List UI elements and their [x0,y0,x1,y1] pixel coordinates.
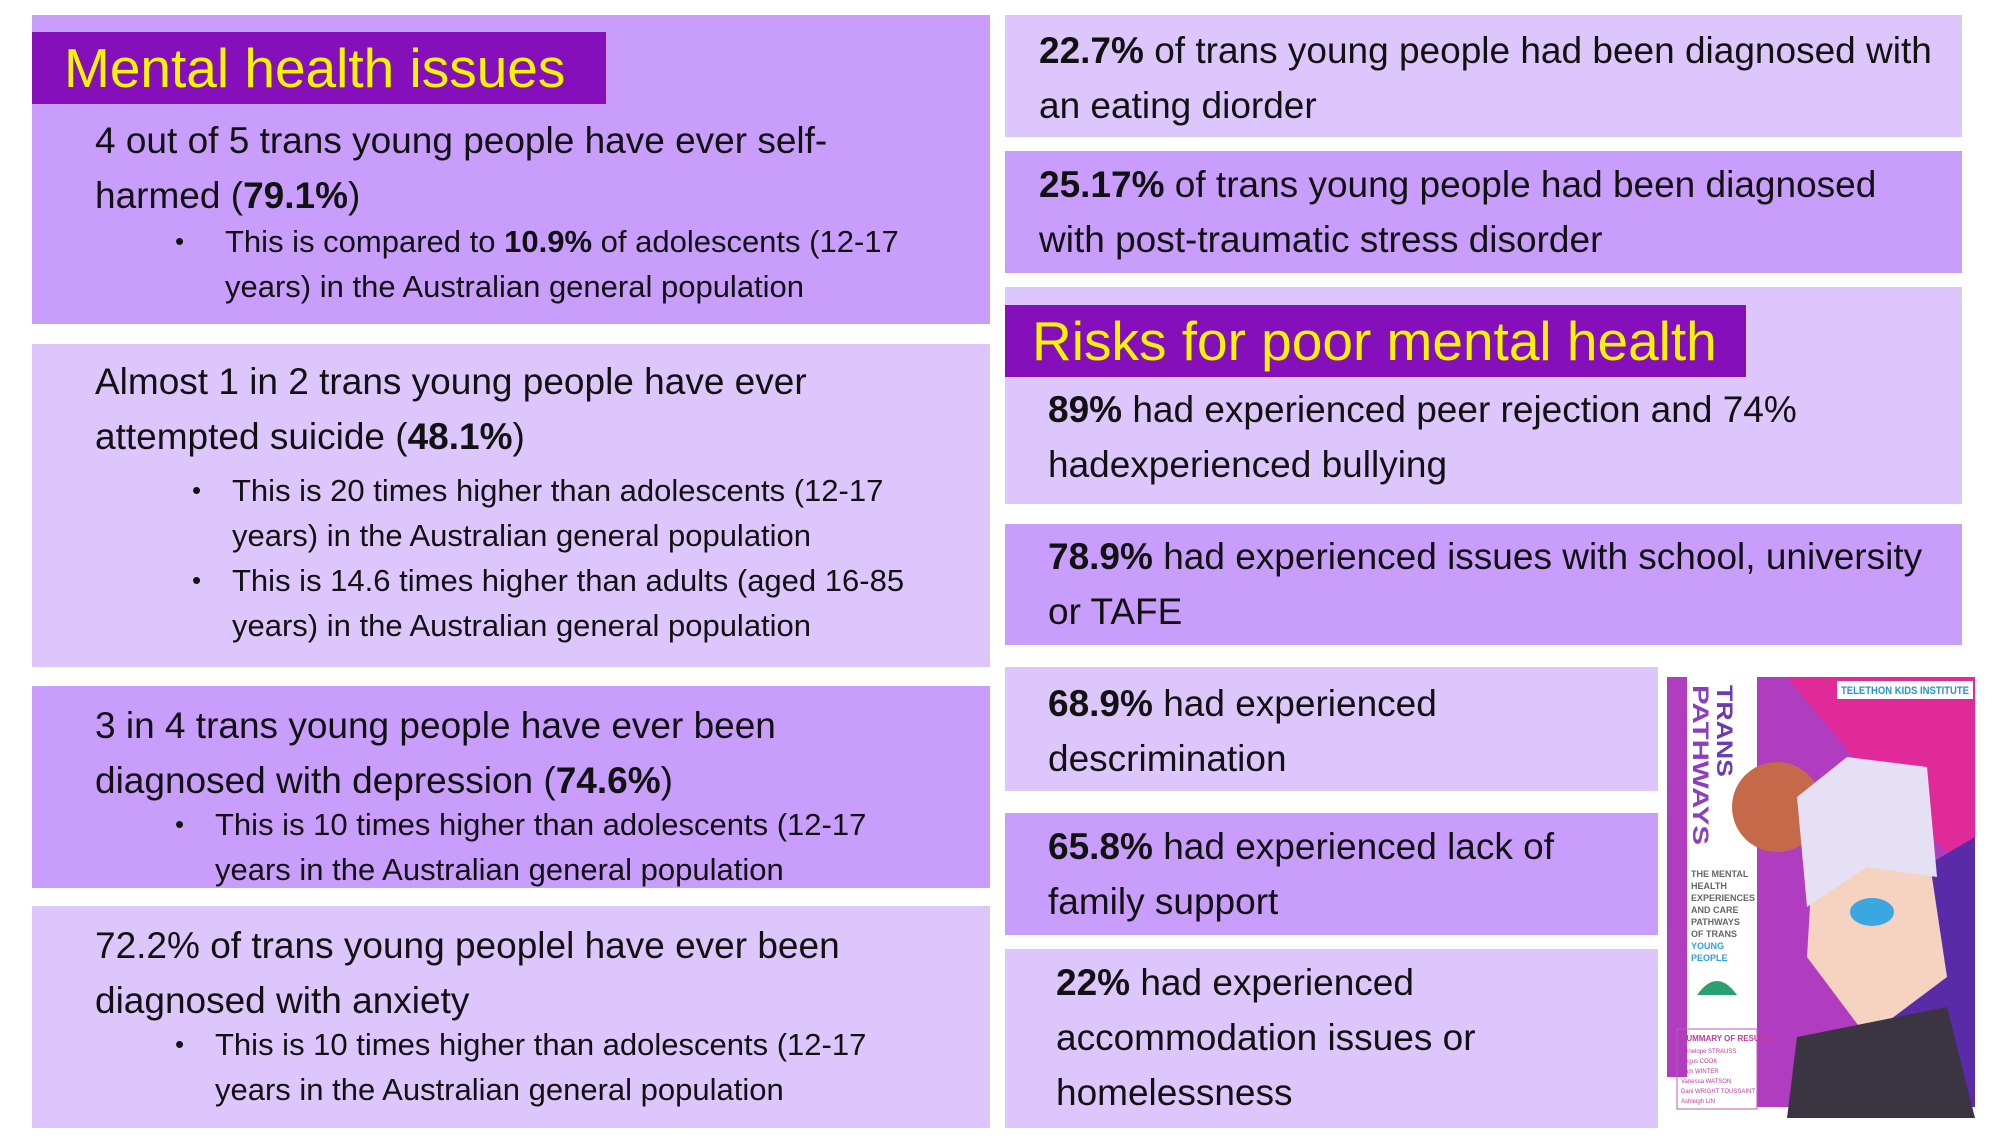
svg-text:YOUNG: YOUNG [1691,941,1724,951]
stat-eating-disorder: 22.7% of trans young people had been dia… [1039,30,1932,126]
bullets-depression: This is 10 times higher than adolescents… [175,802,945,892]
card-ptsd [1005,151,1962,273]
risk-family-support: 65.8% had experienced lack of family sup… [1048,826,1555,922]
svg-text:Penelope STRAUSS: Penelope STRAUSS [1681,1049,1736,1055]
risk-school: 78.9% had experienced issues with school… [1048,536,1923,632]
svg-text:Dani WRIGHT TOUSSAINT: Dani WRIGHT TOUSSAINT [1681,1089,1755,1095]
bullets-self-harm: This is compared to 10.9% of adolescents… [175,219,935,309]
svg-text:HEALTH: HEALTH [1691,881,1727,891]
bullets-suicide: This is 20 times higher than adolescents… [192,468,962,648]
section-title-risks: Risks for poor mental health [1005,305,1746,377]
section-title-mental-health: Mental health issues [32,32,606,104]
card-eating-disorder [1005,15,1962,137]
risk-peer-rejection: 89% had experienced peer rejection and 7… [1048,389,1797,485]
stat-depression: 3 in 4 trans young people have ever been… [95,705,776,801]
cover-title-trans: TRANS [1712,685,1737,777]
risk-homelessness: 22% had experienced accommodation issues… [1056,962,1476,1113]
stat-suicide: Almost 1 in 2 trans young people have ev… [95,361,807,457]
stat-ptsd: 25.17% of trans young people had been di… [1039,164,1877,260]
stat-self-harm: 4 out of 5 trans young people have ever … [95,120,828,216]
telethon-kids-logo: TELETHON KIDS INSTITUTE [1841,685,1969,697]
card-family-support [1005,813,1658,935]
bullets-anxiety: This is 10 times higher than adolescents… [175,1022,945,1112]
card-discrimination [1005,667,1658,791]
svg-text:Ashleigh LIN: Ashleigh LIN [1681,1099,1715,1105]
svg-text:Vanessa WATSON: Vanessa WATSON [1681,1079,1731,1085]
svg-text:Sam WINTER: Sam WINTER [1681,1069,1719,1075]
svg-text:AND CARE: AND CARE [1691,905,1739,915]
card-homelessness [1005,949,1658,1128]
svg-text:OF TRANS: OF TRANS [1691,929,1737,939]
report-cover-image: TRANS PATHWAYS THE MENTAL HEALTH EXPERIE… [1667,677,1975,1118]
card-school [1005,524,1962,645]
stat-anxiety: 72.2% of trans young peoplel have ever b… [95,925,840,1021]
svg-text:SUMMARY OF RESULTS: SUMMARY OF RESULTS [1681,1034,1775,1043]
risk-discrimination: 68.9% had experienced descrimination [1048,683,1437,779]
cover-title-pathways: PATHWAYS [1688,685,1713,845]
svg-text:EXPERIENCES: EXPERIENCES [1691,893,1755,903]
svg-text:Angus COOK: Angus COOK [1681,1059,1717,1065]
svg-text:PEOPLE: PEOPLE [1691,953,1728,963]
svg-text:PATHWAYS: PATHWAYS [1691,917,1740,927]
svg-text:THE MENTAL: THE MENTAL [1691,869,1749,879]
